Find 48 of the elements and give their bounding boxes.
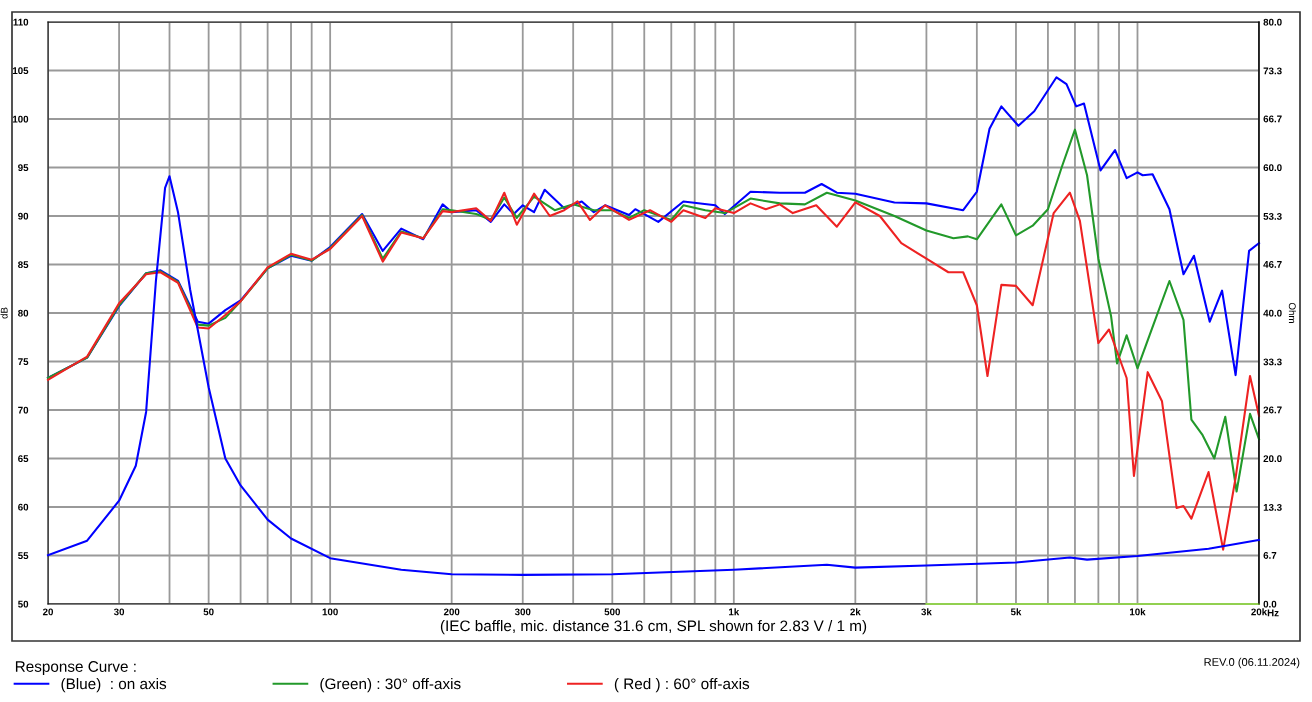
x-tick-label: 1k [729,608,740,616]
text: REV.0 (06.11.2024) [1204,657,1300,669]
y2-tick-label: 46.7 [1263,260,1282,268]
y2-tick-label: 33.3 [1263,358,1282,366]
x-tick-label: 20k [1251,608,1268,616]
legend-title: Response Curve : [15,661,136,675]
x-tick-label: 500 [604,608,621,616]
y2-tick-label: 26.7 [1263,406,1282,414]
x-tick-label: 100 [322,608,338,616]
x-tick-label: 3k [921,608,932,616]
legend-label: (Green) : 30° off-axis [320,677,461,693]
y-tick-label: 50 [18,600,29,608]
x-tick-label: 10k [1129,608,1146,616]
x-tick-label: 300 [514,608,531,616]
legend-label: ( Red ) : 60° off-axis [614,677,750,693]
x-tick-label: 200 [443,608,460,616]
y2-tick-label: 0.0 [1263,600,1277,608]
y2-tick-label: 80.0 [1263,18,1282,26]
y-tick-label: 105 [12,67,29,75]
y2-tick-label: 13.3 [1263,503,1282,511]
x-tick-label: 30 [113,608,125,616]
y2-tick-label: 73.3 [1263,67,1282,75]
text: Hz [1267,609,1279,617]
y2-tick-label: 40.0 [1263,309,1282,317]
y2-tick-label: 60.0 [1263,164,1282,172]
y-tick-label: 110 [13,18,29,26]
y2-tick-label: 6.7 [1263,551,1277,559]
y2-tick-label: 20.0 [1263,455,1282,463]
x-tick-label: 20 [42,608,54,616]
y-tick-label: 100 [12,115,29,123]
y-tick-label: 60 [18,503,29,511]
x-tick-label: 5k [1010,608,1022,616]
y2-tick-label: 66.7 [1263,115,1282,123]
legend-label: (Blue) : on axis [61,677,167,693]
y-tick-label: 55 [18,552,29,560]
y2-tick-label: 53.3 [1263,212,1282,220]
x-tick-label: 2k [850,608,861,616]
y-tick-label: 85 [18,261,29,269]
x-tick-label: 50 [203,608,214,616]
y-tick-label: 80 [18,309,29,317]
y-tick-label: 95 [18,164,29,172]
y-tick-label: 90 [18,212,29,220]
y-axis-title: dB [0,307,8,319]
y-tick-label: 65 [18,455,29,463]
x-axis-title: (IEC baffle, mic. distance 31.6 cm, SPL shown for 2.83 V / 1 m) [440,620,867,635]
y-tick-label: 75 [18,358,29,366]
y2-axis-title: Ohm [1288,302,1296,323]
y-tick-label: 70 [18,406,29,414]
